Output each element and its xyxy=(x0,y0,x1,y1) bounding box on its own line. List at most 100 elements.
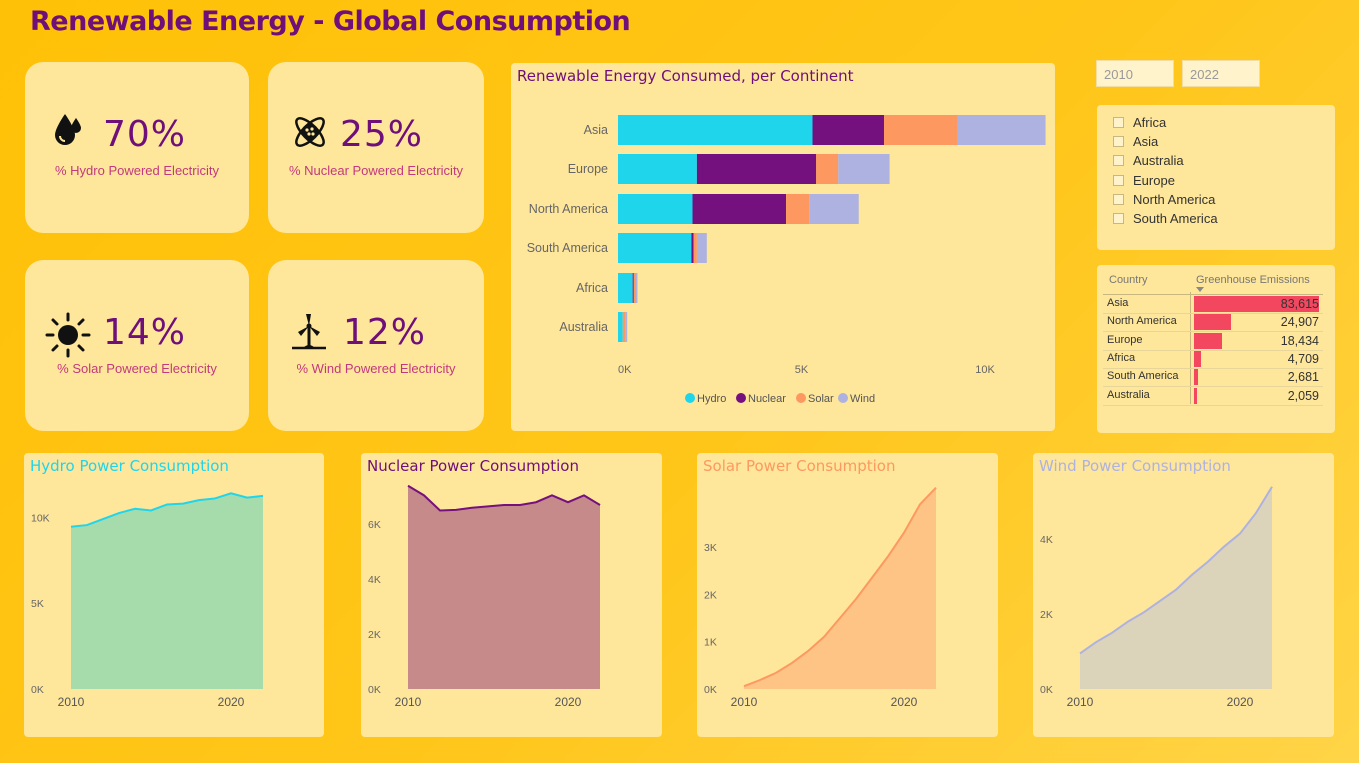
legend-marker xyxy=(838,393,848,403)
continent-bar-chart-panel: Renewable Energy Consumed, per Continent… xyxy=(511,63,1055,431)
bar-segment-solar[interactable] xyxy=(816,154,839,184)
emission-databar xyxy=(1194,387,1198,404)
bar-segment-solar[interactable] xyxy=(786,194,810,224)
kpi-value: 70% xyxy=(103,114,187,155)
checkbox[interactable] xyxy=(1113,193,1124,205)
y-tick-label: 2K xyxy=(368,629,381,641)
slicer-item-label: Europe xyxy=(1133,172,1175,188)
checkbox[interactable] xyxy=(1113,174,1124,186)
emission-value-cell: 18,434 xyxy=(1280,333,1319,348)
slicer-item-label: South America xyxy=(1133,210,1218,226)
bar-segment-nuclear[interactable] xyxy=(632,273,634,303)
emission-databar xyxy=(1194,332,1222,349)
wind-area-chart-panel: Wind Power Consumption 0K 2K 4K 2010 2020 xyxy=(1033,453,1334,737)
bar-segment-nuclear[interactable] xyxy=(691,233,694,263)
bar-segment-wind[interactable] xyxy=(838,154,890,184)
x-tick-label: 10K xyxy=(975,364,995,376)
table-row[interactable]: Europe 18,434 xyxy=(1103,332,1323,351)
legend-label[interactable]: Wind xyxy=(850,393,875,405)
solar-area-chart-panel: Solar Power Consumption 0K 1K 2K 3K 2010 2020 xyxy=(697,453,998,737)
bar-segment-solar[interactable] xyxy=(884,115,958,145)
area-fill xyxy=(408,485,600,689)
checkbox[interactable] xyxy=(1113,154,1124,166)
bar-segment-hydro[interactable] xyxy=(618,312,623,342)
emission-value-cell: 24,907 xyxy=(1280,315,1319,330)
table-row[interactable]: South America 2,681 xyxy=(1103,368,1323,388)
table-row[interactable]: Asia 83,615 xyxy=(1103,295,1323,314)
y-tick-label: 10K xyxy=(31,512,50,524)
kpi-value: 12% xyxy=(343,312,427,353)
bar-segment-hydro[interactable] xyxy=(618,154,697,184)
slicer-item-australia[interactable]: Australia xyxy=(1113,151,1184,169)
nuclear-area-chart: 0K 2K 4K 6K 2010 2020 xyxy=(368,484,601,709)
checkbox[interactable] xyxy=(1113,212,1124,224)
kpi-label: % Solar Powered Electricity xyxy=(57,361,217,376)
kpi-card-hydro[interactable]: 70% % Hydro Powered Electricity xyxy=(25,62,249,233)
bar-segment-nuclear[interactable] xyxy=(812,115,885,145)
header-divider xyxy=(1103,294,1323,295)
area-fill xyxy=(71,493,263,689)
bar-segment-nuclear[interactable] xyxy=(692,194,787,224)
slicer-item-label: Australia xyxy=(1133,152,1184,168)
bar-segment-hydro[interactable] xyxy=(618,233,692,263)
column-header-emissions[interactable]: Greenhouse Emissions xyxy=(1196,274,1310,286)
series-line[interactable] xyxy=(743,487,937,688)
slicer-item-europe[interactable]: Europe xyxy=(1113,171,1175,189)
bar-segment-hydro[interactable] xyxy=(618,115,813,145)
category-label: North America xyxy=(529,202,608,216)
legend-label[interactable]: Nuclear xyxy=(748,393,786,405)
bar-segment-wind[interactable] xyxy=(809,194,859,224)
x-tick-label: 2020 xyxy=(891,695,918,709)
checkbox[interactable] xyxy=(1113,116,1124,128)
emission-databar xyxy=(1194,296,1319,312)
date-end-input[interactable]: 2022 xyxy=(1182,60,1260,87)
series-line[interactable] xyxy=(70,492,264,528)
country-cell: Asia xyxy=(1107,297,1129,309)
slicer-item-asia[interactable]: Asia xyxy=(1113,132,1158,150)
water-drop-icon xyxy=(55,114,81,145)
kpi-card-solar[interactable]: 14% % Solar Powered Electricity xyxy=(25,260,249,431)
series-line[interactable] xyxy=(407,484,601,512)
bar-segment-wind[interactable] xyxy=(635,273,638,303)
kpi-label: % Wind Powered Electricity xyxy=(296,361,456,376)
checkbox[interactable] xyxy=(1113,135,1124,147)
x-tick-label: 2010 xyxy=(1067,695,1094,709)
chart-title: Hydro Power Consumption xyxy=(30,457,229,475)
sort-descending-icon[interactable] xyxy=(1196,287,1204,292)
bar-segment-solar[interactable] xyxy=(693,233,697,263)
legend-marker xyxy=(736,393,746,403)
emission-value-cell: 4,709 xyxy=(1287,351,1319,366)
y-tick-label: 0K xyxy=(368,684,381,696)
legend-label[interactable]: Solar xyxy=(808,393,834,405)
hydro-area-chart: 0K 5K 10K 2010 2020 xyxy=(31,492,264,709)
bar-segment-wind[interactable] xyxy=(696,233,707,263)
category-label: Europe xyxy=(568,162,608,176)
column-header-country[interactable]: Country xyxy=(1109,274,1148,286)
bar-segment-nuclear[interactable] xyxy=(696,154,817,184)
slicer-item-africa[interactable]: Africa xyxy=(1113,113,1166,131)
date-start-input[interactable]: 2010 xyxy=(1096,60,1174,87)
table-row[interactable]: North America 24,907 xyxy=(1103,313,1323,333)
table-row[interactable]: Africa 4,709 xyxy=(1103,350,1323,369)
series-line[interactable] xyxy=(1079,486,1273,655)
bar-segment-solar[interactable] xyxy=(622,312,626,342)
table-row[interactable]: Australia 2,059 xyxy=(1103,387,1323,406)
slicer-item-north-america[interactable]: North America xyxy=(1113,190,1215,208)
bar-segment-wind[interactable] xyxy=(957,115,1046,145)
legend-label[interactable]: Hydro xyxy=(697,393,726,405)
kpi-value: 14% xyxy=(103,312,187,353)
kpi-card-wind[interactable]: 12% % Wind Powered Electricity xyxy=(268,260,484,431)
slicer-item-label: Asia xyxy=(1133,133,1159,149)
slicer-item-south-america[interactable]: South America xyxy=(1113,209,1218,227)
x-tick-label: 5K xyxy=(795,364,809,376)
kpi-card-nuclear[interactable]: 25% % Nuclear Powered Electricity xyxy=(268,62,484,233)
chart-title: Solar Power Consumption xyxy=(703,457,896,475)
kpi-label: % Nuclear Powered Electricity xyxy=(288,163,464,178)
bar-segment-solar[interactable] xyxy=(633,273,636,303)
y-tick-label: 0K xyxy=(1040,684,1053,696)
continent-slicer: Africa Asia Australia Europe North Ameri… xyxy=(1097,105,1335,250)
bar-segment-hydro[interactable] xyxy=(618,273,633,303)
sun-icon xyxy=(45,312,91,358)
bar-segment-wind[interactable] xyxy=(625,312,628,342)
bar-segment-hydro[interactable] xyxy=(618,194,693,224)
